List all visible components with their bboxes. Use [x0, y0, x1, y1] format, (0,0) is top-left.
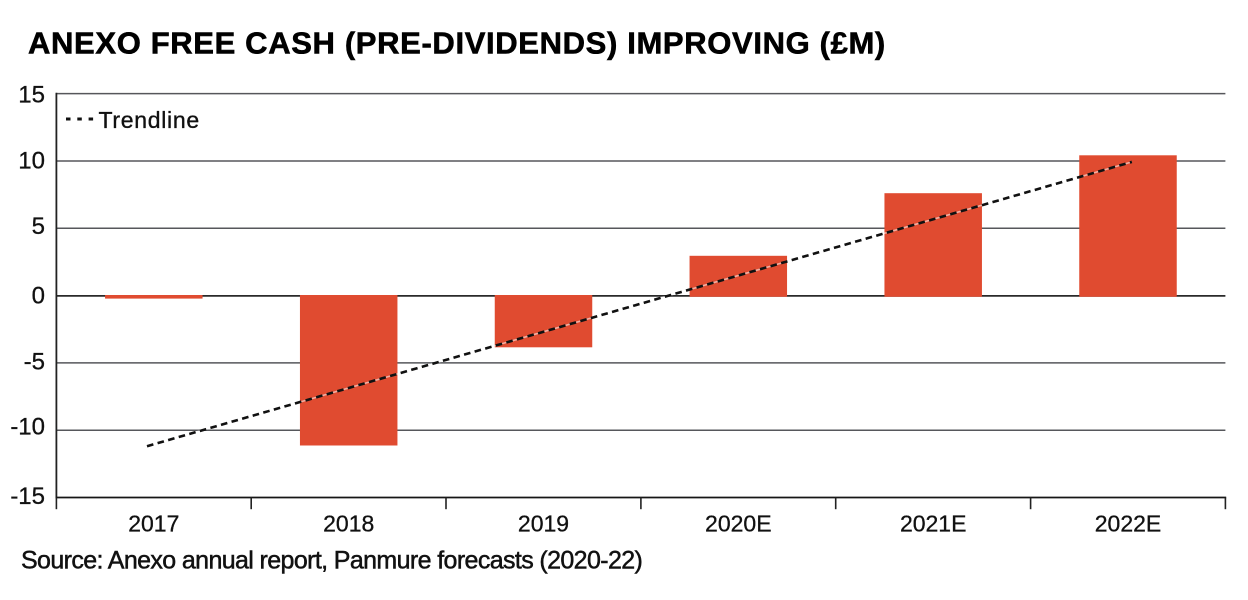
svg-text:5: 5 [32, 213, 45, 240]
svg-text:2018: 2018 [323, 511, 374, 537]
svg-text:ANEXO FREE CASH (PRE-DIVIDENDS: ANEXO FREE CASH (PRE-DIVIDENDS) IMPROVIN… [28, 26, 886, 61]
svg-text:2017: 2017 [128, 511, 179, 537]
svg-text:15: 15 [18, 81, 45, 108]
svg-text:2020E: 2020E [705, 511, 772, 537]
svg-text:10: 10 [18, 148, 45, 175]
svg-text:Source: Anexo annual report, P: Source: Anexo annual report, Panmure for… [21, 547, 642, 575]
svg-text:-5: -5 [24, 349, 45, 376]
svg-text:2022E: 2022E [1095, 511, 1162, 537]
svg-text:2021E: 2021E [900, 511, 967, 537]
svg-text:2019: 2019 [518, 511, 569, 537]
svg-text:0: 0 [32, 282, 45, 309]
svg-text:-15: -15 [10, 483, 45, 510]
svg-text:-10: -10 [10, 414, 45, 441]
svg-text:Trendline: Trendline [99, 107, 200, 133]
